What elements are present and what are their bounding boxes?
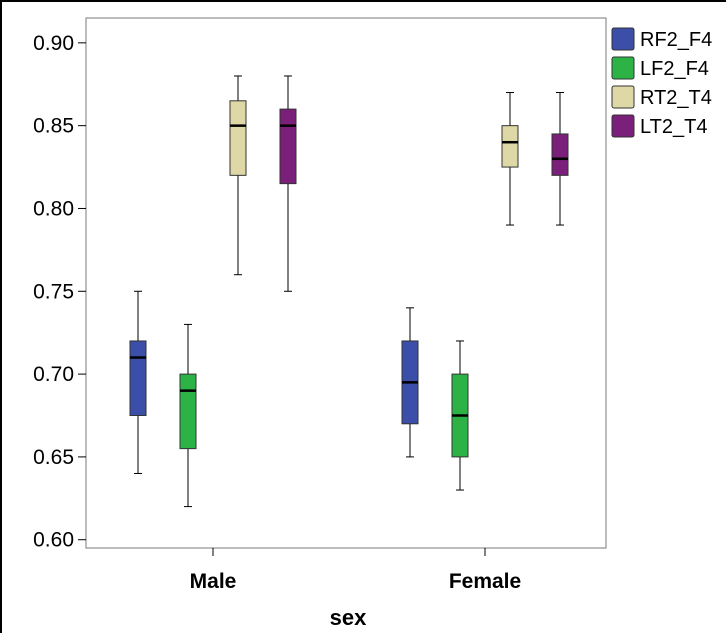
y-tick-label: 0.80 [33, 197, 74, 220]
plot-area [85, 17, 607, 549]
legend-label: LT2_T4 [640, 116, 707, 138]
legend-swatch [611, 27, 635, 51]
x-category-label: Male [190, 570, 237, 593]
box-series-group [129, 75, 569, 508]
legend-label: RT2_T4 [640, 87, 712, 109]
x-axis: Male Female [190, 548, 521, 593]
iqr-box [129, 340, 147, 416]
y-axis: 0.60 0.65 0.70 0.75 0.80 0.85 0.90 [33, 32, 86, 552]
box-rt2-t4-female [501, 92, 519, 226]
legend-swatch [611, 85, 635, 109]
legend: RF2_F4 LF2_F4 RT2_T4 LT2_T4 [611, 27, 712, 138]
iqr-box [229, 100, 247, 176]
legend-label: LF2_F4 [640, 58, 709, 80]
box-rf2-f4-male [129, 290, 147, 474]
x-axis-title: sex [330, 605, 367, 630]
iqr-box [279, 108, 297, 185]
box-lf2-f4-female [451, 340, 469, 491]
iqr-box [179, 373, 197, 450]
iqr-box [551, 133, 569, 176]
y-tick-label: 0.60 [33, 529, 74, 552]
y-tick-label: 0.85 [33, 115, 74, 138]
legend-swatch [611, 114, 635, 138]
y-tick-label: 0.65 [33, 446, 74, 469]
y-tick-label: 0.75 [33, 280, 74, 303]
legend-swatch [611, 56, 635, 80]
x-category-label: Female [449, 570, 521, 593]
box-lt2-t4-male [279, 75, 297, 292]
iqr-box [501, 125, 519, 168]
box-rt2-t4-male [229, 75, 247, 276]
box-lt2-t4-female [551, 92, 569, 226]
box-rf2-f4-female [401, 307, 419, 458]
legend-label: RF2_F4 [640, 29, 712, 51]
y-tick-label: 0.90 [33, 32, 74, 55]
y-tick-label: 0.70 [33, 363, 74, 386]
box-lf2-f4-male [179, 323, 197, 508]
